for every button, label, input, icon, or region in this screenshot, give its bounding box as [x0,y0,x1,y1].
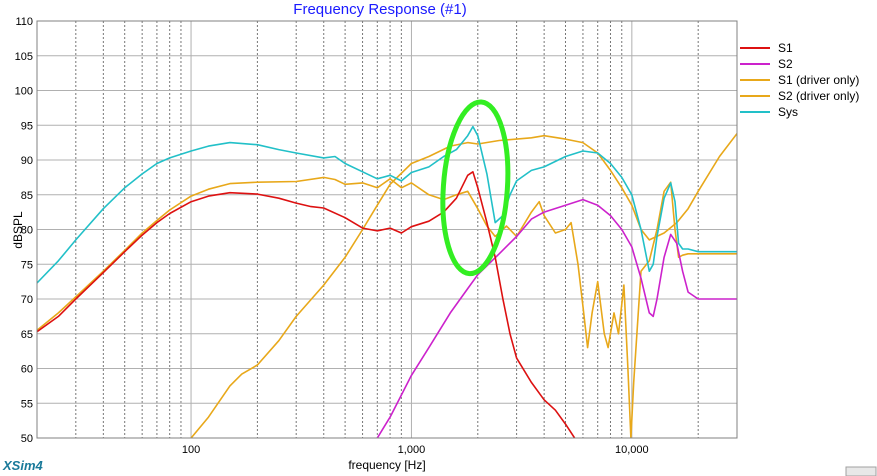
highlight-ellipse [440,99,511,277]
y-tick-label: 50 [21,433,33,445]
y-tick-label: 90 [21,155,33,167]
y-tick-label: 55 [21,398,33,410]
window-resize-grip[interactable] [845,466,877,476]
y-tick-label: 100 [15,86,33,98]
y-tick-label: 105 [15,51,33,63]
series-line-s2 [376,198,737,438]
y-tick-label: 80 [21,225,33,237]
y-axis-label: dBSPL [11,211,25,249]
legend-label: S1 (driver only) [778,73,859,87]
legend-label: Sys [778,105,798,119]
x-tick-label: 100 [182,444,200,456]
legend-label: S2 [778,57,793,71]
app-brand: XSim4 [3,458,43,473]
y-tick-label: 60 [21,364,33,376]
y-tick-label: 70 [21,294,33,306]
legend-label: S1 [778,41,793,55]
chart-title: Frequency Response (#1) [293,1,466,18]
y-tick-label: 110 [15,16,33,28]
y-tick-label: 85 [21,190,33,202]
series-lines [37,125,737,438]
legend-label: S2 (driver only) [778,89,859,103]
x-tick-label: 1,000 [398,444,426,456]
y-tick-label: 65 [21,329,33,341]
x-axis-label: frequency [Hz] [348,458,425,472]
series-line-s1 [37,171,576,438]
y-tick-labels: 50 55 60 65 70 75 80 85 90 95 100 105 110 [15,16,33,445]
plot-frame [36,20,738,439]
legend: S1 S2 S1 (driver only) S2 (driver only) Sys [740,41,859,119]
annotation-ellipse [440,99,511,277]
y-tick-label: 95 [21,120,33,132]
x-tick-label: 10,000 [615,444,649,456]
series-line-sys [37,125,737,284]
series-line-s2-driver-only- [190,133,737,438]
x-tick-labels: 100 1,000 10,000 [182,444,649,456]
y-tick-label: 75 [21,259,33,271]
